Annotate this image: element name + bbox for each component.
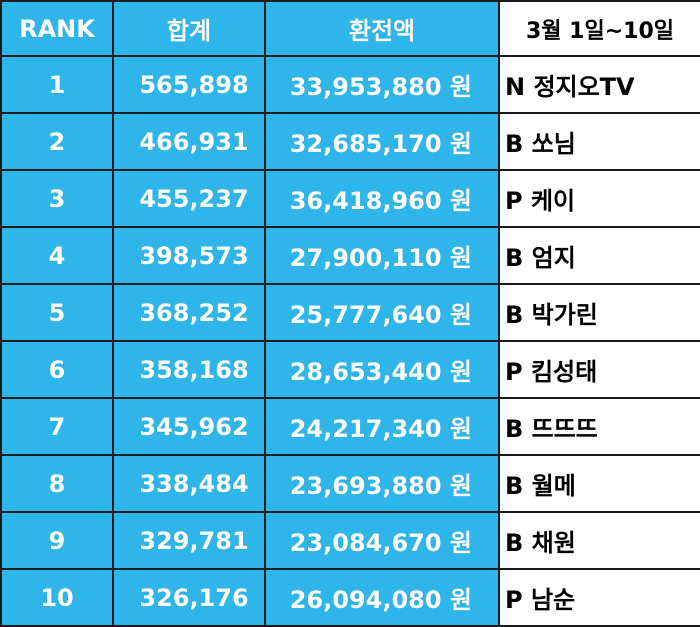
rank-header: RANK: [0, 0, 114, 57]
name-cell: B 월메: [498, 454, 700, 513]
name-cell: B 박가린: [498, 283, 700, 342]
amount-header: 환전액: [264, 0, 500, 57]
name-cell: P 킴성태: [498, 340, 700, 399]
rank-cell: 4: [0, 226, 114, 285]
amount-cell: 32,685,170 원: [264, 112, 500, 171]
table-row: 1 565,898 33,953,880 원 N 정지오TV: [0, 55, 700, 114]
total-cell: 466,931: [112, 112, 266, 171]
table-row: 7 345,962 24,217,340 원 B 뜨뜨뜨: [0, 397, 700, 456]
total-cell: 358,168: [112, 340, 266, 399]
rank-cell: 3: [0, 169, 114, 228]
rank-cell: 6: [0, 340, 114, 399]
total-cell: 455,237: [112, 169, 266, 228]
total-cell: 338,484: [112, 454, 266, 513]
total-header: 합계: [112, 0, 266, 57]
amount-cell: 24,217,340 원: [264, 397, 500, 456]
total-cell: 326,176: [112, 568, 266, 627]
table-row: 6 358,168 28,653,440 원 P 킴성태: [0, 340, 700, 399]
name-cell: B 뜨뜨뜨: [498, 397, 700, 456]
name-cell: B 엄지: [498, 226, 700, 285]
rank-cell: 8: [0, 454, 114, 513]
amount-cell: 28,653,440 원: [264, 340, 500, 399]
total-cell: 398,573: [112, 226, 266, 285]
rank-cell: 10: [0, 568, 114, 627]
rank-cell: 9: [0, 511, 114, 570]
table-row: 2 466,931 32,685,170 원 B 쏘님: [0, 112, 700, 171]
name-cell: B 쏘님: [498, 112, 700, 171]
total-cell: 329,781: [112, 511, 266, 570]
amount-cell: 25,777,640 원: [264, 283, 500, 342]
name-cell: P 남순: [498, 568, 700, 627]
amount-cell: 23,693,880 원: [264, 454, 500, 513]
amount-cell: 36,418,960 원: [264, 169, 500, 228]
header-row: RANK 합계 환전액 3월 1일~10일: [0, 0, 700, 57]
rank-cell: 7: [0, 397, 114, 456]
name-cell: N 정지오TV: [498, 55, 700, 114]
total-cell: 565,898: [112, 55, 266, 114]
amount-cell: 33,953,880 원: [264, 55, 500, 114]
table-row: 9 329,781 23,084,670 원 B 채원: [0, 511, 700, 570]
period-header: 3월 1일~10일: [498, 0, 700, 57]
rank-cell: 2: [0, 112, 114, 171]
amount-cell: 27,900,110 원: [264, 226, 500, 285]
table-row: 10 326,176 26,094,080 원 P 남순: [0, 568, 700, 627]
table-row: 8 338,484 23,693,880 원 B 월메: [0, 454, 700, 513]
table-row: 5 368,252 25,777,640 원 B 박가린: [0, 283, 700, 342]
table-row: 3 455,237 36,418,960 원 P 케이: [0, 169, 700, 228]
total-cell: 345,962: [112, 397, 266, 456]
name-cell: B 채원: [498, 511, 700, 570]
rank-cell: 5: [0, 283, 114, 342]
table-row: 4 398,573 27,900,110 원 B 엄지: [0, 226, 700, 285]
name-cell: P 케이: [498, 169, 700, 228]
total-cell: 368,252: [112, 283, 266, 342]
amount-cell: 23,084,670 원: [264, 511, 500, 570]
amount-cell: 26,094,080 원: [264, 568, 500, 627]
rank-cell: 1: [0, 55, 114, 114]
